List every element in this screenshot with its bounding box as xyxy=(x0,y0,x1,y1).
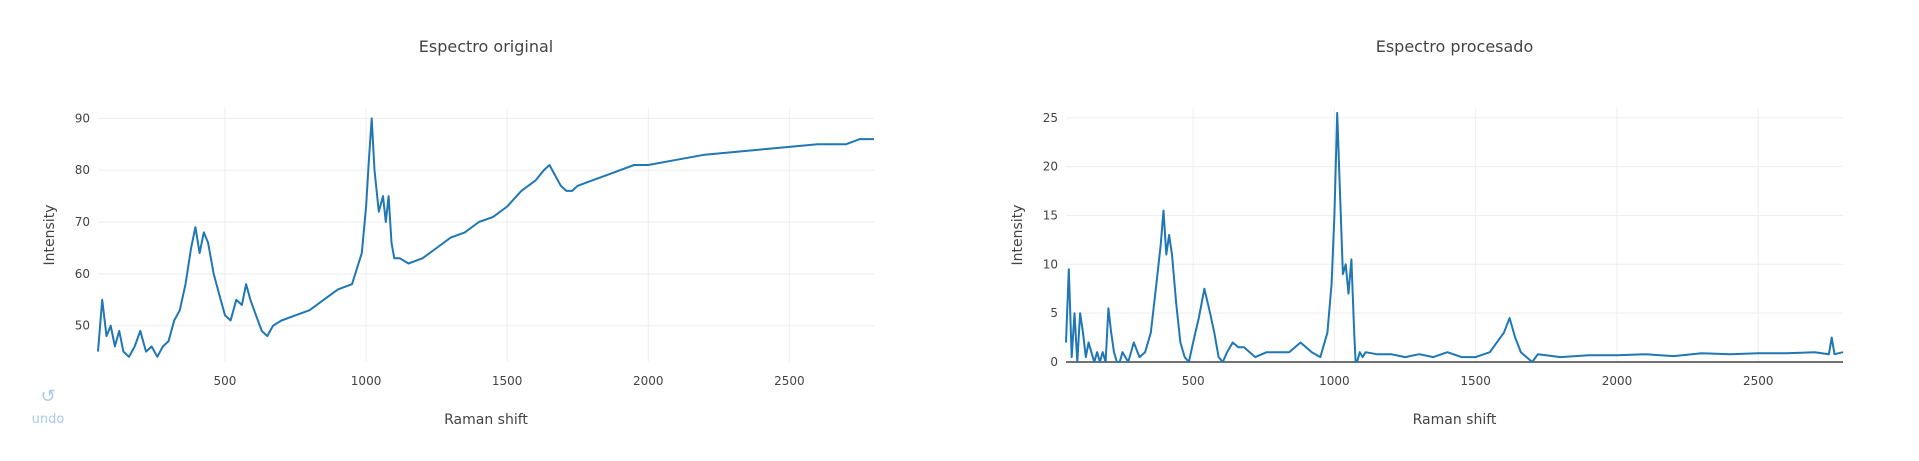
y-tick-label: 80 xyxy=(75,163,90,177)
y-tick-label: 50 xyxy=(75,319,90,333)
chart-1: Espectro original 500 1000 1500 2000 2500 50 60… xyxy=(42,37,874,428)
x-axis-label: Raman shift xyxy=(444,412,528,428)
chart-title: Espectro procesado xyxy=(1376,37,1534,56)
y-tick-label: 70 xyxy=(75,215,90,229)
chart-title: Espectro original xyxy=(419,37,553,56)
undo-button[interactable]: ↺ undo xyxy=(28,386,68,428)
undo-label: undo xyxy=(31,412,65,427)
y-tick-label: 10 xyxy=(1043,257,1058,271)
series-line xyxy=(97,117,874,358)
x-tick-label: 1500 xyxy=(492,374,523,388)
x-tick-label: 1000 xyxy=(1319,374,1350,388)
y-tick-label: 0 xyxy=(1050,355,1058,369)
y-tick-label: 15 xyxy=(1043,208,1058,222)
chart-2: Espectro procesado 500 1000 1500 2000 2500 0 5 1… xyxy=(1010,37,1844,428)
y-tick-label: 25 xyxy=(1043,111,1058,125)
y-axis-label: Intensity xyxy=(1010,205,1026,266)
y-axis-label: Intensity xyxy=(42,205,58,266)
x-tick-label: 500 xyxy=(1182,374,1205,388)
x-tick-label: 2500 xyxy=(1743,374,1774,388)
x-tick-label: 1500 xyxy=(1460,374,1491,388)
x-tick-label: 1000 xyxy=(351,374,382,388)
x-tick-label: 2000 xyxy=(1602,374,1633,388)
y-tick-label: 20 xyxy=(1043,160,1058,174)
x-tick-label: 2500 xyxy=(774,374,805,388)
x-tick-label: 2000 xyxy=(633,374,664,388)
x-axis-label: Raman shift xyxy=(1413,412,1497,428)
series-line xyxy=(1065,111,1844,363)
y-tick-label: 60 xyxy=(75,267,90,281)
undo-icon: ↺ xyxy=(40,386,56,407)
y-tick-label: 90 xyxy=(75,111,90,125)
x-tick-label: 500 xyxy=(214,374,237,388)
y-tick-label: 5 xyxy=(1050,306,1058,320)
